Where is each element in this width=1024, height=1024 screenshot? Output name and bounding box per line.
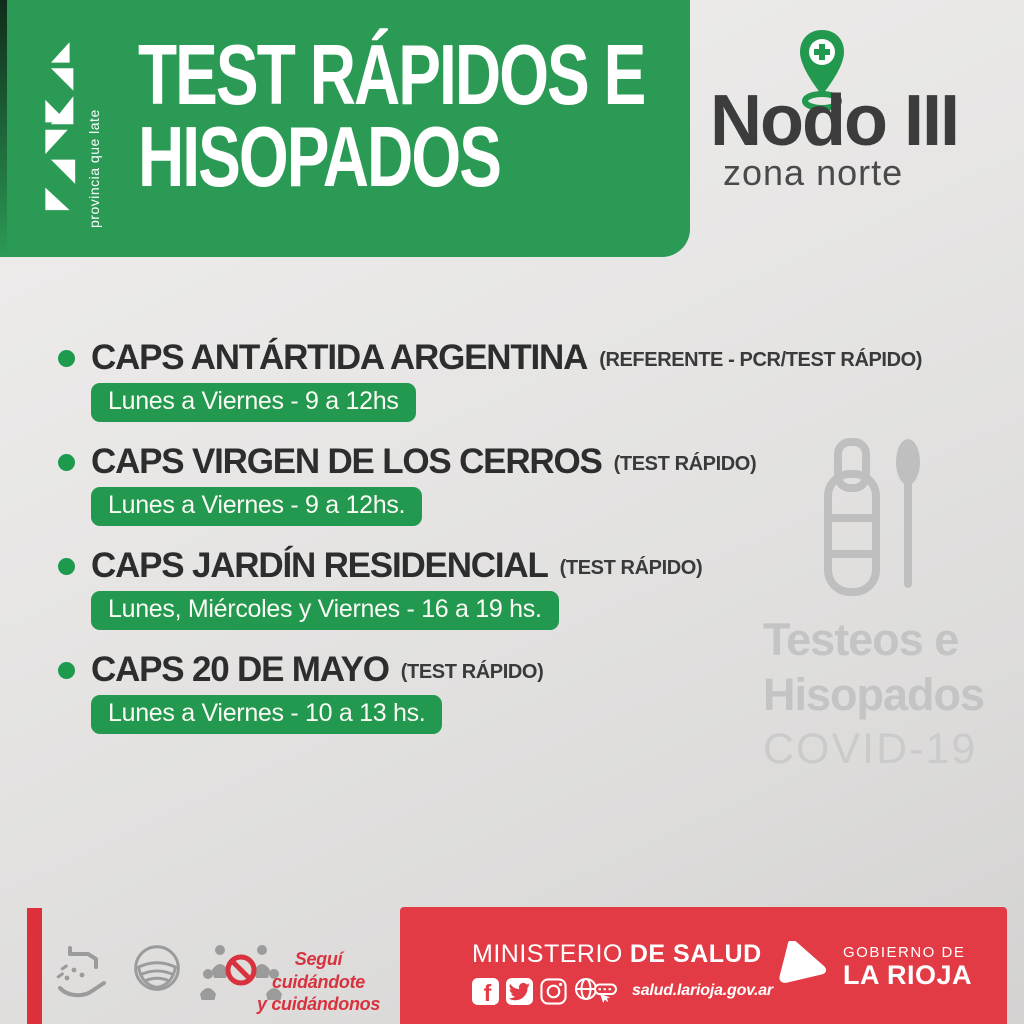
location-name: CAPS VIRGEN DE LOS CERROS <box>91 442 603 481</box>
face-mask-icon <box>134 945 180 991</box>
list-item: CAPS 20 DE MAYO (TEST RÁPIDO) Lunes a Vi… <box>58 650 958 734</box>
handwash-icon <box>56 946 106 998</box>
test-cassette-icon <box>824 438 880 596</box>
header-left-edge <box>0 0 7 257</box>
government-block: GOBIERNO DE LA RIOJA <box>778 941 972 991</box>
instagram-icon <box>540 977 567 1005</box>
bullet-dot <box>58 557 75 575</box>
location-test-type: (REFERENTE - PCR/TEST RÁPIDO) <box>599 348 923 371</box>
poster-title-line1: TEST RÁPIDOS E <box>138 26 646 123</box>
twitter-icon <box>506 977 533 1005</box>
care-slogan: Seguí cuidándote y cuidándonos <box>246 948 391 1016</box>
bullet-dot <box>58 349 75 367</box>
list-item: CAPS ANTÁRTIDA ARGENTINA (REFERENTE - PC… <box>58 338 958 422</box>
location-name: CAPS 20 DE MAYO <box>91 650 390 689</box>
watermark-line1: Testeos e <box>763 614 959 665</box>
footer-accent-bar <box>27 908 42 1024</box>
prohibited-icon <box>225 954 257 986</box>
location-test-type: (TEST RÁPIDO) <box>400 660 544 683</box>
watermark-text: Testeos e Hisopados COVID-19 <box>763 612 1013 777</box>
government-line2: LA RIOJA <box>843 959 973 990</box>
care-slogan-line2: y cuidándonos <box>256 994 381 1014</box>
ministry-title-light: MINISTERIO <box>472 940 623 968</box>
watermark-icons <box>824 438 920 596</box>
footer-red-panel: MINISTERIO DE SALUD f <box>400 907 1007 1024</box>
ministry-block: MINISTERIO DE SALUD f <box>472 940 773 1006</box>
gobierno-triangle-icon <box>779 941 827 983</box>
watermark-line3: COVID-19 <box>763 725 978 773</box>
location-test-type: (TEST RÁPIDO) <box>559 556 703 579</box>
website-url: salud.larioja.gov.ar <box>632 982 773 999</box>
location-name: CAPS ANTÁRTIDA ARGENTINA <box>91 338 588 377</box>
schedule-badge: Lunes, Miércoles y Viernes - 16 a 19 hs. <box>91 591 559 630</box>
nodo-name: Nodo III <box>710 81 960 161</box>
medical-location-pin-icon <box>800 30 844 111</box>
locations-list: CAPS ANTÁRTIDA ARGENTINA (REFERENTE - PC… <box>58 338 958 754</box>
website-globe-icon <box>575 978 617 1003</box>
social-distancing-icon <box>200 945 282 1000</box>
government-line1: GOBIERNO DE <box>843 943 966 961</box>
ministry-title: MINISTERIO DE SALUD <box>472 940 773 969</box>
location-test-type: (TEST RÁPIDO) <box>613 452 757 475</box>
schedule-badge: Lunes a Viernes - 10 a 13 hs. <box>91 695 443 734</box>
bullet-dot <box>58 661 75 679</box>
location-name: CAPS JARDÍN RESIDENCIAL <box>91 546 549 585</box>
la-rioja-triangles-icon <box>45 42 76 211</box>
watermark-line2: Hisopados <box>763 669 985 720</box>
poster-title-line2: HISOPADOS <box>138 107 502 204</box>
social-row: f <box>472 976 773 1006</box>
ministry-title-bold: DE SALUD <box>629 940 762 968</box>
schedule-badge: Lunes a Viernes - 9 a 12hs. <box>91 487 423 526</box>
poster-title: TEST RÁPIDOS E HISOPADOS <box>138 26 646 204</box>
care-slogan-line1: Seguí cuidándote <box>271 949 365 992</box>
bullet-dot <box>58 453 75 471</box>
facebook-icon: f <box>472 977 499 1005</box>
svg-text:f: f <box>484 980 492 1005</box>
header-panel: provincia que late TEST RÁPIDOS E HISOPA… <box>0 0 690 257</box>
brand-tagline: provincia que late <box>86 109 102 228</box>
schedule-badge: Lunes a Viernes - 9 a 12hs <box>91 383 416 422</box>
list-item: CAPS JARDÍN RESIDENCIAL (TEST RÁPIDO) Lu… <box>58 546 958 630</box>
list-item: CAPS VIRGEN DE LOS CERROS (TEST RÁPIDO) … <box>58 442 958 526</box>
nodo-zone: zona norte <box>723 152 904 193</box>
swab-icon <box>896 439 920 588</box>
